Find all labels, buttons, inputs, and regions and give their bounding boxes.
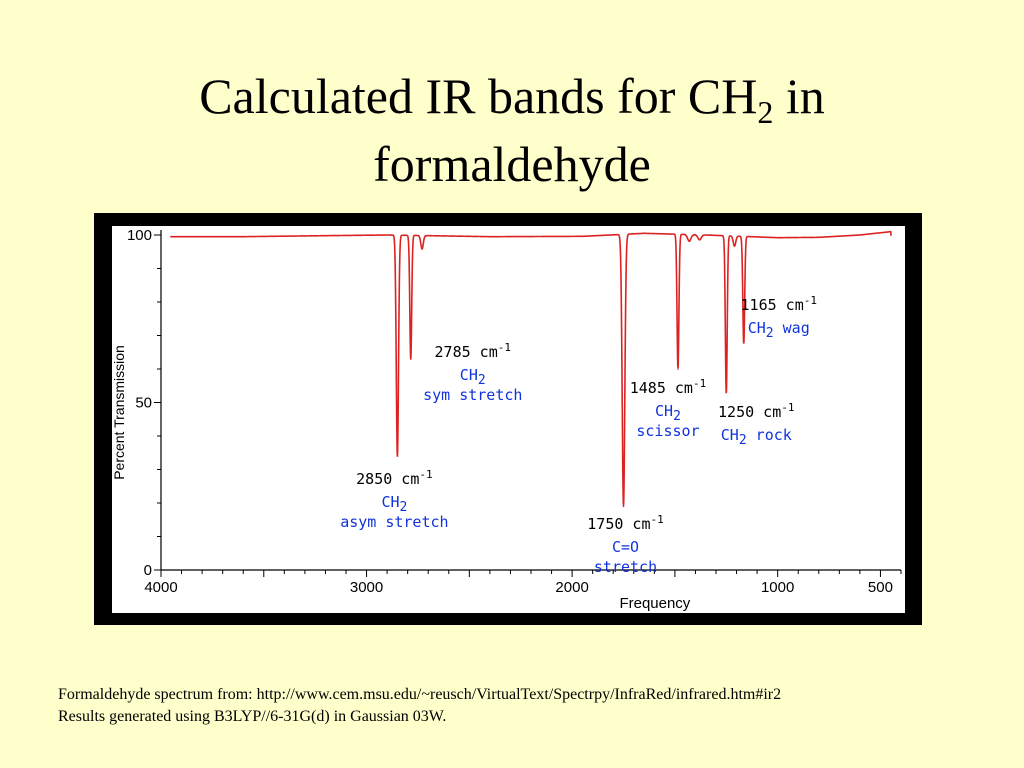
peak-mode: C=O [612,538,639,556]
peak-wavenumber-exponent: -1 [693,377,706,390]
peak-wavenumber-exponent: -1 [804,294,817,307]
slide-title: Calculated IR bands for CH2 in formaldeh… [0,62,1024,198]
peak-mode-subscript: 2 [766,326,774,341]
peak-wavenumber-value: 1250 cm [718,403,781,421]
peak-wavenumber: 2785 cm-1 [435,341,511,361]
method-line: Results generated using B3LYP//6-31G(d) … [58,708,447,725]
peak-mode-subscript: 2 [673,409,681,424]
footer: Formaldehyde spectrum from: http://www.c… [58,684,1018,728]
peak-mode-description: asym stretch [340,513,448,531]
peak-mode-subscript: 2 [739,433,747,448]
peak-wavenumber: 1750 cm-1 [587,513,663,533]
peak-mode-group: CH [460,366,478,384]
chart-frame: 4000 3000 2000 1000 500 0 50 100 Frequency Percen… [94,213,922,625]
peak-mode-subscript: 2 [478,373,486,388]
peak-point [409,358,412,360]
peak-wavenumber-exponent: -1 [419,468,432,481]
peak-mode-type: rock [747,426,792,444]
x-tick-label: 1000 [761,579,794,596]
y-tick-label: 0 [144,562,152,579]
peak-mode-group: CH [721,426,739,444]
title-subscript: 2 [757,94,774,130]
peak-wavenumber-value: 1165 cm [741,296,804,314]
peak-wavenumber-value: 2850 cm [356,470,419,488]
spectrum-trace-layer [170,230,892,508]
x-tick-label: 4000 [144,579,177,596]
y-tick-label: 50 [135,395,152,412]
peak-point [622,505,625,508]
peak-mode-group: CH [748,319,766,337]
peak-label: 1165 cm-1 CH2 wag [741,294,817,341]
peak-wavenumber-value: 2785 cm [435,343,498,361]
x-tick-label: 2000 [555,579,588,596]
peak-mode: CH2 rock [721,426,792,448]
peak-mode-group: CH [381,493,399,511]
peak-wavenumber: 1250 cm-1 [718,401,794,421]
axes: 4000 3000 2000 1000 500 0 50 100 Frequency Percen… [111,227,902,612]
x-tick-label: 3000 [350,579,383,596]
peak-wavenumber: 1485 cm-1 [630,377,706,397]
peak-wavenumber: 1165 cm-1 [741,294,817,314]
peak-mode: CH2 [655,402,681,424]
title-line-1: Calculated IR bands for CH2 in [0,62,1024,130]
y-axis-title: Percent Transmission [111,345,127,480]
peak-mode: CH2 [460,366,486,388]
peak-wavenumber-value: 1750 cm [587,515,650,533]
ir-spectrum-chart: 4000 3000 2000 1000 500 0 50 100 Frequency Percen… [111,226,905,613]
peak-mode-description: stretch [594,558,657,576]
peak-mode: CH2 wag [748,319,810,341]
title-line-2: formaldehyde [373,136,651,192]
peak-point [725,391,728,394]
peak-mode-description: scissor [636,422,699,440]
peak-mode-subscript: 2 [400,500,408,515]
peak-wavenumber-exponent: -1 [781,401,794,414]
peak-label: 1750 cm-1 C=O stretch [587,513,663,576]
y-tick-label: 100 [127,227,152,244]
title-text: Calculated IR bands for CH [199,68,758,124]
peak-mode-type: wag [774,319,810,337]
plot-background [112,226,905,613]
peak-mode-group: CH [655,402,673,420]
peak-wavenumber-exponent: -1 [650,513,663,526]
spectrum-trace [170,230,892,506]
peak-wavenumber-value: 1485 cm [630,379,693,397]
x-tick-label: 500 [868,579,893,596]
peak-mode-description: sym stretch [423,386,522,404]
source-line: Formaldehyde spectrum from: http://www.c… [58,686,782,703]
title-tail: in [773,68,825,124]
peak-point [742,341,745,343]
peak-wavenumber-exponent: -1 [498,341,511,354]
peak-mode-group: C=O [612,538,639,556]
peak-wavenumber: 2850 cm-1 [356,468,432,488]
x-axis-title: Frequency [619,595,690,612]
peak-mode: CH2 [381,493,407,515]
peak-label: 1250 cm-1 CH2 rock [718,401,794,448]
peak-point [677,368,679,370]
peak-point [396,455,399,457]
